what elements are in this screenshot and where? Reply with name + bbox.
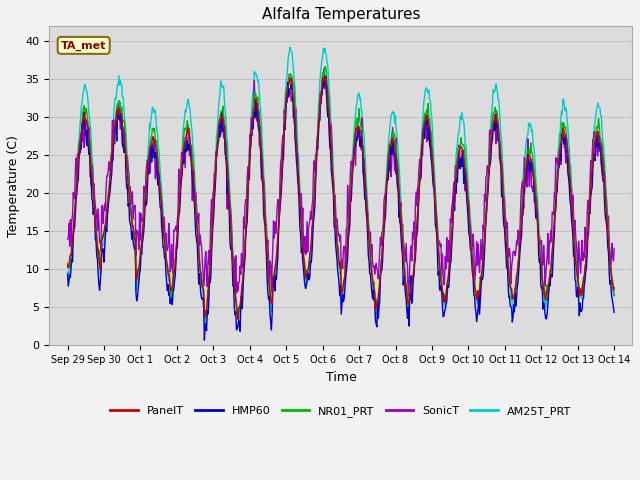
Legend: PanelT, HMP60, NR01_PRT, SonicT, AM25T_PRT: PanelT, HMP60, NR01_PRT, SonicT, AM25T_P… (106, 402, 576, 422)
X-axis label: Time: Time (326, 371, 356, 384)
Title: Alfalfa Temperatures: Alfalfa Temperatures (262, 7, 420, 22)
Text: TA_met: TA_met (61, 40, 106, 50)
Y-axis label: Temperature (C): Temperature (C) (7, 134, 20, 237)
